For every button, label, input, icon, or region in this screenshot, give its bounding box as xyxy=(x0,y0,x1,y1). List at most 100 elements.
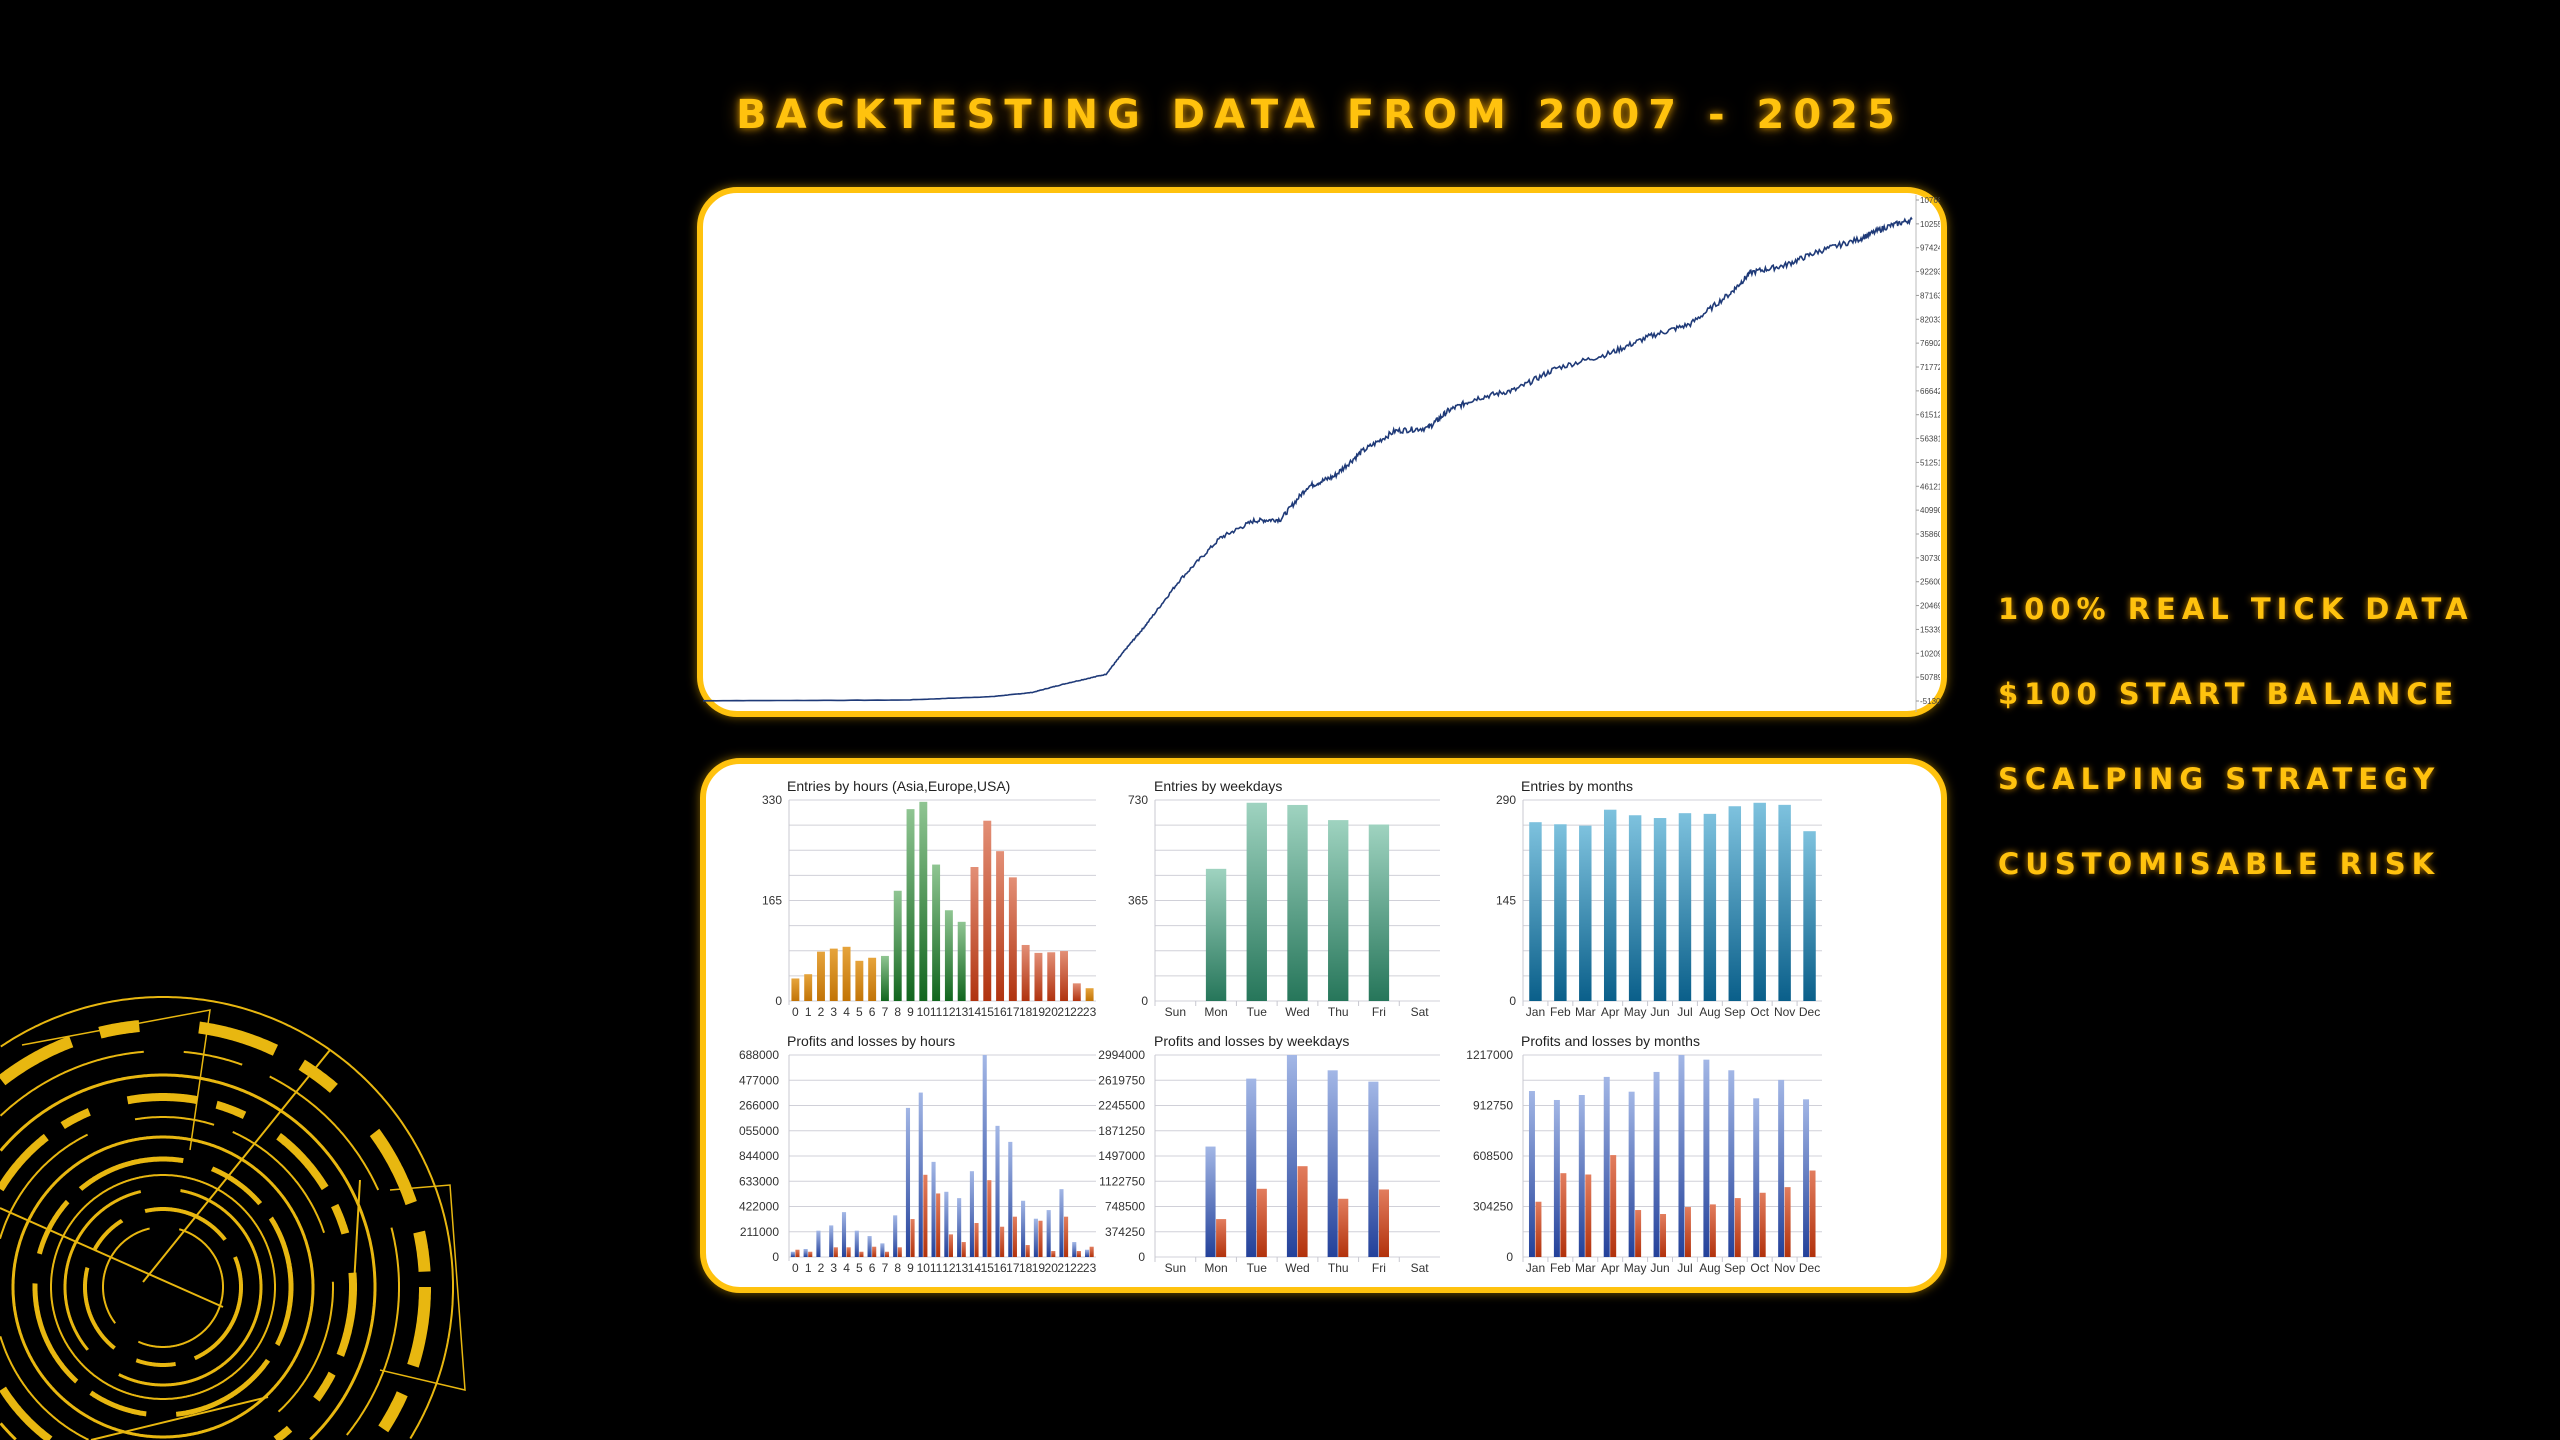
x-tick-label: Jun xyxy=(1650,1005,1669,1019)
profit-bar xyxy=(1021,1200,1026,1257)
loss-bar xyxy=(846,1247,851,1257)
profit-bar xyxy=(1753,1098,1760,1257)
equity-y-tick-label: 507898 xyxy=(1920,673,1947,682)
bar xyxy=(983,820,992,1001)
loss-bar xyxy=(795,1249,800,1257)
y-tick-label: 290 xyxy=(1496,793,1516,807)
profit-bar xyxy=(1728,1070,1735,1257)
x-tick-label: 20 xyxy=(1045,1005,1059,1019)
hud-spoke xyxy=(352,1179,361,1303)
x-tick-label: Jun xyxy=(1650,1261,1669,1275)
x-tick-label: Jul xyxy=(1677,1005,1692,1019)
profit-bar xyxy=(918,1092,923,1257)
y-tick-label: 844000 xyxy=(739,1149,779,1163)
loss-bar xyxy=(1660,1214,1667,1257)
profit-bar xyxy=(1803,1099,1810,1257)
bar xyxy=(1246,802,1267,1001)
x-tick-label: 18 xyxy=(1019,1261,1033,1275)
y-tick-label: 912750 xyxy=(1473,1099,1513,1113)
equity-y-tick-label: 4612121 xyxy=(1920,482,1952,491)
x-tick-label: 21 xyxy=(1057,1005,1071,1019)
profit-bar xyxy=(1327,1070,1338,1257)
x-tick-label: 20 xyxy=(1045,1261,1059,1275)
loss-bar xyxy=(1025,1245,1030,1257)
hud-ring xyxy=(0,1093,357,1440)
profit-bar xyxy=(969,1171,974,1257)
x-tick-label: Fri xyxy=(1372,1005,1386,1019)
x-tick-label: 19 xyxy=(1032,1005,1046,1019)
y-tick-label: 330 xyxy=(762,793,782,807)
y-tick-label: 0 xyxy=(775,994,782,1008)
x-tick-label: 23 xyxy=(1083,1005,1097,1019)
loss-bar xyxy=(987,1180,992,1257)
x-tick-label: Jul xyxy=(1677,1261,1692,1275)
hud-ring xyxy=(0,1073,377,1440)
equity-y-tick-label: 2046982 xyxy=(1920,602,1952,611)
profit-bar xyxy=(893,1215,898,1257)
bar xyxy=(893,890,902,1001)
equity-y-tick-label: 4099093 xyxy=(1920,506,1952,515)
x-tick-label: Fri xyxy=(1372,1261,1386,1275)
x-tick-label: 1 xyxy=(805,1261,812,1275)
hud-circle-icon xyxy=(0,996,466,1440)
y-tick-label: 730 xyxy=(1128,793,1148,807)
equity-y-tick-label: 8203316 xyxy=(1920,315,1952,324)
x-tick-label: Apr xyxy=(1601,1005,1620,1019)
y-tick-label: 748500 xyxy=(1105,1200,1145,1214)
bar xyxy=(996,851,1005,1001)
x-tick-label: 0 xyxy=(792,1005,799,1019)
x-tick-label: Wed xyxy=(1285,1005,1309,1019)
loss-bar xyxy=(1809,1170,1816,1257)
profit-bar xyxy=(957,1198,962,1257)
equity-chart-panel xyxy=(697,187,1947,717)
x-tick-label: Jan xyxy=(1526,1261,1545,1275)
loss-bar xyxy=(1338,1198,1349,1257)
y-tick-label: 365 xyxy=(1128,894,1148,908)
profit-bar xyxy=(982,1055,987,1257)
y-tick-label: 2994000 xyxy=(1098,1048,1145,1062)
profit-bar xyxy=(829,1225,834,1257)
profit-bar xyxy=(1246,1078,1257,1257)
equity-y-tick-label: 3073038 xyxy=(1920,554,1952,563)
loss-bar xyxy=(884,1251,890,1257)
loss-bar xyxy=(974,1223,979,1257)
y-tick-label: 2619750 xyxy=(1098,1073,1145,1087)
bar xyxy=(1778,804,1791,1001)
hud-bracket xyxy=(21,1009,211,1151)
profit-bar xyxy=(867,1236,872,1257)
x-tick-label: 3 xyxy=(830,1261,837,1275)
y-tick-label: 633000 xyxy=(739,1174,779,1188)
profit-bar xyxy=(841,1212,847,1257)
bar xyxy=(1554,824,1567,1001)
hud-ring xyxy=(0,1019,431,1440)
chart-title: Entries by months xyxy=(1521,778,1633,794)
profit-bar xyxy=(1653,1071,1660,1257)
chart-title: Entries by weekdays xyxy=(1154,778,1282,794)
entries-weekdays-chart: Entries by weekdays 0 365 730 Sun Mon Tue Wed Th… xyxy=(1128,778,1440,1019)
x-tick-label: 1 xyxy=(805,1005,812,1019)
x-tick-label: 7 xyxy=(882,1261,889,1275)
y-tick-label: 422000 xyxy=(739,1200,779,1214)
bar xyxy=(1205,868,1227,1001)
hud-ring xyxy=(102,1226,224,1348)
profit-bar xyxy=(1008,1141,1013,1257)
x-tick-label: 9 xyxy=(907,1261,914,1275)
hud-bracket xyxy=(379,1184,466,1391)
profit-bar xyxy=(1553,1099,1560,1257)
bar xyxy=(1728,806,1742,1001)
x-tick-label: Feb xyxy=(1550,1261,1571,1275)
x-tick-label: Dec xyxy=(1799,1261,1820,1275)
x-tick-label: Mon xyxy=(1204,1261,1227,1275)
y-tick-label: 304250 xyxy=(1473,1200,1513,1214)
y-tick-label: 0 xyxy=(1138,1250,1145,1264)
x-tick-label: 9 xyxy=(907,1005,914,1019)
x-tick-label: 2 xyxy=(818,1261,825,1275)
x-tick-label: Apr xyxy=(1601,1261,1620,1275)
loss-bar xyxy=(910,1219,915,1257)
equity-y-tick-label: 8716344 xyxy=(1920,291,1952,300)
chart-title: Profits and losses by months xyxy=(1521,1033,1700,1049)
equity-y-tick-label: 6664233 xyxy=(1920,387,1952,396)
profit-bar xyxy=(995,1125,1000,1257)
bar xyxy=(880,955,889,1001)
profit-bar xyxy=(880,1243,885,1257)
